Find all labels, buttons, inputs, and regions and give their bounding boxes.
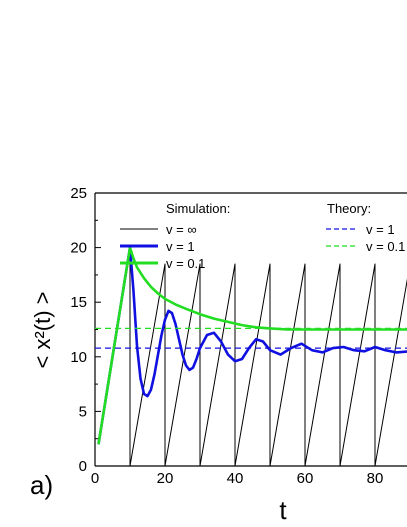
x-tick-label: 20 (157, 470, 174, 487)
x-tick-label: 60 (297, 470, 314, 487)
legend-label-v-1: v = 1 (166, 239, 195, 254)
x-tick-label: 80 (367, 470, 384, 487)
series-simulation-0-line (98, 247, 407, 466)
legend: Simulation: Theory: v = ∞ v = 1 v = 0.1 … (120, 201, 405, 271)
legend-label-v-inf: v = ∞ (166, 222, 197, 237)
legend-simulation-title: Simulation: (166, 201, 230, 216)
x-tick-label: 0 (91, 470, 99, 487)
series-simulation-1-line (97, 246, 407, 445)
y-tick-label: 0 (79, 458, 87, 475)
y-tick-label: 10 (70, 349, 87, 366)
series-layer (95, 246, 407, 466)
x-tick-label: 40 (227, 470, 244, 487)
y-axis-title: < x²(t) > (30, 291, 55, 368)
legend-label-theory-v-0-1: v = 0.1 (366, 239, 405, 254)
panel-label: a) (30, 470, 53, 500)
legend-label-theory-v-1: v = 1 (366, 222, 395, 237)
y-tick-label: 15 (70, 294, 87, 311)
y-tick-label: 25 (70, 185, 87, 202)
y-tick-label: 5 (79, 403, 87, 420)
series-simulation-2-line (97, 246, 407, 445)
x-axis-title: t (279, 495, 287, 525)
legend-theory-title: Theory: (327, 201, 371, 216)
y-tick-label: 20 (70, 240, 87, 257)
tick-labels: 0 20 40 60 80 0 5 10 15 20 25 (70, 185, 383, 487)
legend-label-v-0-1: v = 0.1 (166, 256, 205, 271)
